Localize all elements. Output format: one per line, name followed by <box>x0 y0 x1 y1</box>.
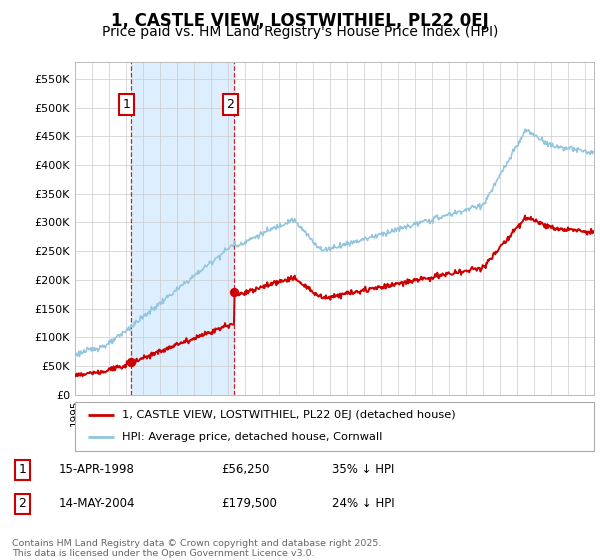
Point <box>230 287 239 296</box>
Text: Price paid vs. HM Land Registry's House Price Index (HPI): Price paid vs. HM Land Registry's House … <box>102 25 498 39</box>
Text: 15-APR-1998: 15-APR-1998 <box>59 463 134 476</box>
Text: £56,250: £56,250 <box>221 463 270 476</box>
Text: Contains HM Land Registry data © Crown copyright and database right 2025.
This d: Contains HM Land Registry data © Crown c… <box>12 539 382 558</box>
Text: 2: 2 <box>19 497 26 510</box>
Text: HPI: Average price, detached house, Cornwall: HPI: Average price, detached house, Corn… <box>122 432 382 442</box>
Text: 2: 2 <box>226 98 234 111</box>
Text: 1: 1 <box>19 463 26 476</box>
FancyBboxPatch shape <box>75 402 594 451</box>
Text: 24% ↓ HPI: 24% ↓ HPI <box>332 497 395 510</box>
Point <box>126 358 136 367</box>
Text: 1, CASTLE VIEW, LOSTWITHIEL, PL22 0EJ (detached house): 1, CASTLE VIEW, LOSTWITHIEL, PL22 0EJ (d… <box>122 410 455 420</box>
Text: 35% ↓ HPI: 35% ↓ HPI <box>332 463 394 476</box>
Text: 1, CASTLE VIEW, LOSTWITHIEL, PL22 0EJ: 1, CASTLE VIEW, LOSTWITHIEL, PL22 0EJ <box>111 12 489 30</box>
Text: 14-MAY-2004: 14-MAY-2004 <box>59 497 135 510</box>
Bar <box>131 62 235 395</box>
Text: £179,500: £179,500 <box>221 497 277 510</box>
Text: 1: 1 <box>123 98 131 111</box>
